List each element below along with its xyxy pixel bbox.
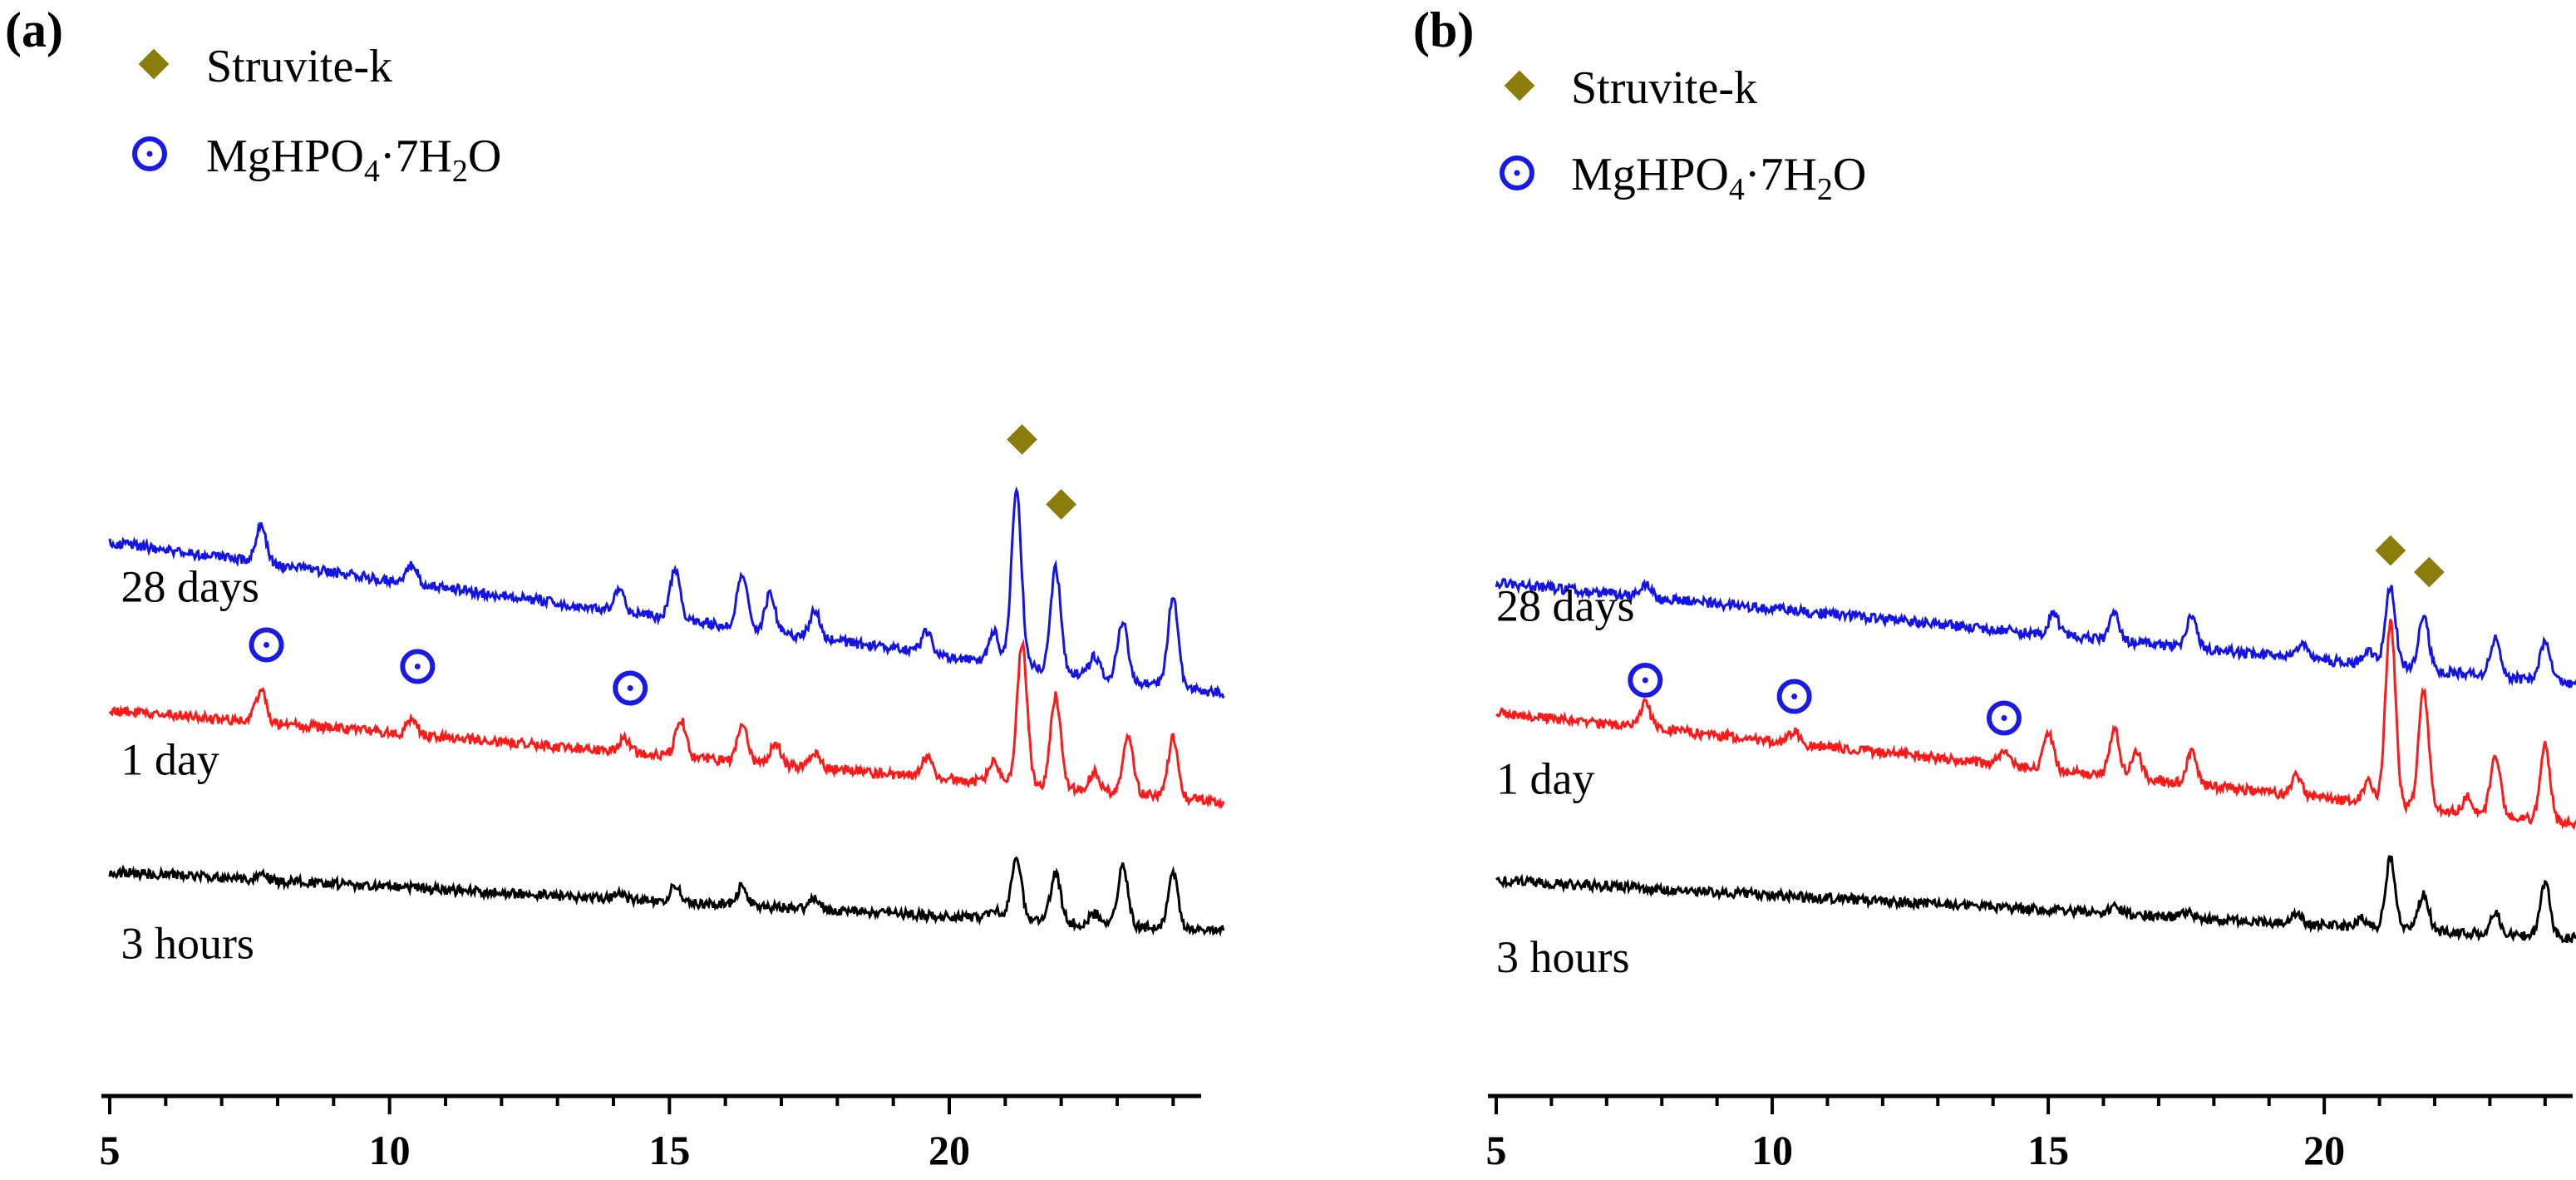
x-tick-label: 15 [648, 1127, 690, 1173]
mghpo4-legend-b-base1: MgHPO [1571, 149, 1729, 200]
x-tick-label: 20 [2303, 1127, 2345, 1173]
panel-b-label: (b) [1413, 2, 1474, 57]
plot-area-b: 28 days 1 day 3 hours [1495, 535, 2576, 982]
mghpo4-legend-b-sub2: 2 [1817, 172, 1833, 207]
mghpo4-legend-b-base2: ·7H [1745, 149, 1817, 200]
mghpo4-peak-marker-dot [1791, 694, 1798, 699]
mghpo4-peak-marker-dot [627, 685, 633, 691]
struvite-legend-label: Struvite-k [206, 41, 392, 92]
series-line-1-day [108, 639, 1225, 810]
mghpo4-peak-marker-dot [414, 664, 421, 669]
mghpo4-peak-marker [613, 670, 648, 706]
struvite-legend-marker [138, 48, 170, 80]
series-label: 28 days [121, 562, 259, 612]
mghpo4-legend-base2: ·7H [380, 131, 452, 182]
mghpo4-legend-marker [132, 136, 167, 171]
mghpo4-legend-sub2: 2 [452, 154, 468, 189]
x-tick-label: 5 [1486, 1127, 1507, 1173]
struvite-peak-marker [1046, 489, 1077, 520]
x-axis-b: 5 10 15 20 [1486, 1094, 2573, 1173]
panel-a: (a) Struvite-k MgHPO4·7H2O 28 days 1 day 3… [5, 2, 1225, 1173]
mghpo4-peak-marker-dot [2001, 715, 2007, 721]
mghpo4-legend-base3: O [468, 131, 501, 182]
mghpo4-peak-marker [1986, 700, 2022, 736]
series-line-3-hours [1495, 855, 2576, 944]
mghpo4-legend-sub1: 4 [364, 154, 380, 189]
mghpo4-legend-label: MgHPO4·7H2O [206, 131, 501, 189]
panel-b: (b) Struvite-k MgHPO4·7H2O 28 days 1 day 3… [1413, 2, 2576, 1173]
series-line-28-days [108, 486, 1225, 699]
x-tick-label: 15 [2027, 1127, 2069, 1173]
mghpo4-peak-marker-dot [264, 642, 270, 648]
mghpo4-legend-b-base3: O [1833, 149, 1866, 200]
struvite-peak-marker [2413, 556, 2445, 588]
legend-b: Struvite-k MgHPO4·7H2O [1500, 62, 1866, 207]
struvite-legend-marker-b [1504, 70, 1535, 101]
mghpo4-peak-marker [1776, 679, 1812, 714]
mghpo4-legend-marker-dot-b [1514, 170, 1520, 176]
plot-area-a: 28 days 1 day 3 hours [108, 424, 1225, 969]
series-line-28-days [1495, 577, 2576, 689]
series-label: 28 days [1496, 581, 1634, 631]
mghpo4-legend-marker-b [1500, 156, 1534, 190]
panel-a-label: (a) [5, 2, 63, 57]
struvite-peak-marker [1007, 424, 1037, 455]
series-label: 3 hours [1496, 932, 1630, 982]
mghpo4-peak-marker [400, 649, 436, 684]
x-tick-label: 5 [100, 1127, 121, 1173]
series-line-3-hours [108, 856, 1225, 937]
x-tick-label: 10 [369, 1127, 411, 1173]
mghpo4-legend-b-sub1: 4 [1729, 172, 1745, 207]
mghpo4-peak-marker [249, 627, 284, 663]
mghpo4-peak-marker-dot [1642, 677, 1648, 684]
struvite-peak-marker [2375, 535, 2406, 566]
series-label: 1 day [121, 735, 219, 785]
x-tick-label: 10 [1751, 1127, 1793, 1173]
series-line-1-day [1495, 619, 2576, 831]
x-tick-label: 20 [928, 1127, 970, 1173]
mghpo4-legend-marker-dot [146, 151, 153, 157]
x-axis-a: 5 10 15 20 [100, 1094, 1201, 1173]
struvite-legend-label-b: Struvite-k [1571, 62, 1757, 114]
legend-a: Struvite-k MgHPO4·7H2O [132, 41, 501, 189]
series-label: 1 day [1496, 754, 1594, 804]
mghpo4-legend-label-b: MgHPO4·7H2O [1571, 149, 1866, 207]
mghpo4-peak-marker [1628, 663, 1663, 698]
mghpo4-legend-base1: MgHPO [206, 131, 364, 182]
series-label: 3 hours [121, 919, 254, 969]
